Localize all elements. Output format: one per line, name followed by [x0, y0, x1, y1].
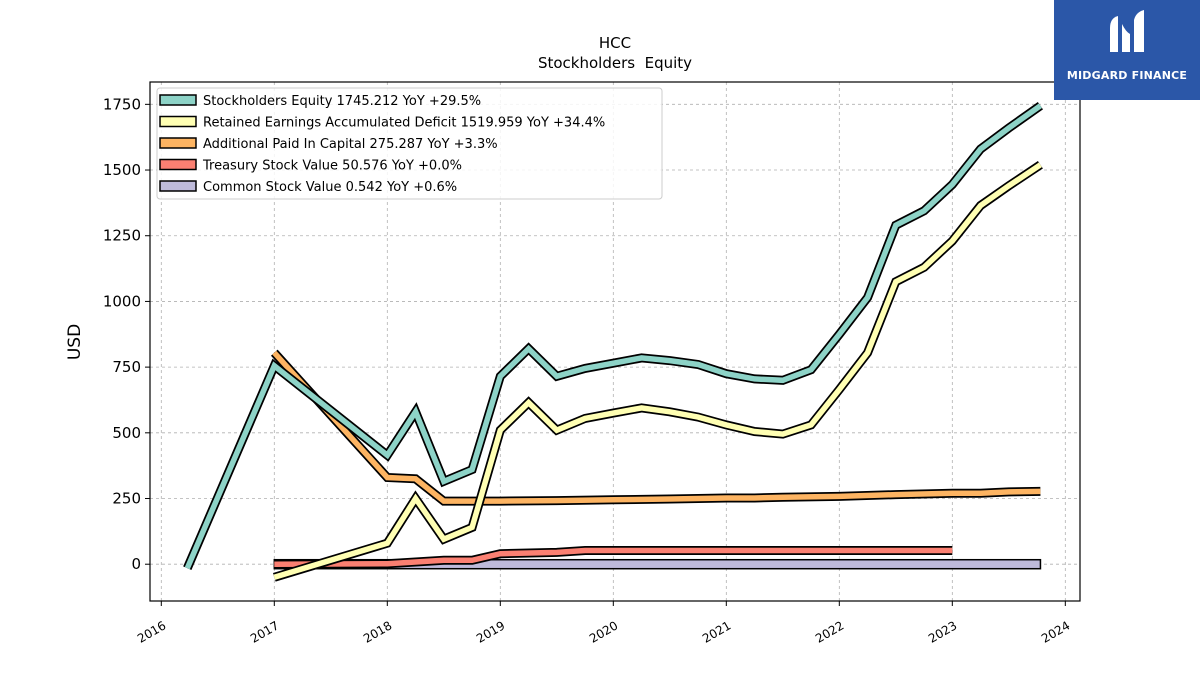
y-tick-label: 0 — [131, 555, 141, 573]
y-tick-label: 750 — [112, 358, 141, 376]
series-line — [274, 547, 953, 567]
chart-title: HCC — [599, 34, 631, 52]
series-outline — [272, 161, 1043, 582]
legend-swatch — [159, 158, 197, 171]
chart-subtitle: Stockholders Equity — [538, 54, 692, 72]
x-tick-label: 2017 — [248, 618, 281, 645]
x-tick-label: 2023 — [926, 618, 959, 645]
x-tick-label: 2018 — [361, 618, 394, 645]
y-tick-label: 500 — [112, 424, 141, 442]
y-tick-label: 1000 — [103, 292, 141, 310]
legend-box — [156, 87, 663, 200]
series-group — [183, 102, 1043, 582]
y-tick-label: 1750 — [103, 95, 141, 113]
y-tick-label: 1500 — [103, 161, 141, 179]
x-tick-label: 2019 — [474, 618, 507, 645]
plot-frame — [149, 81, 1081, 602]
brand-logo: MIDGARD FINANCE — [1054, 0, 1200, 100]
y-axis-label: USD — [65, 324, 85, 360]
x-tick-label: 2021 — [700, 618, 733, 645]
legend-label: Stockholders Equity 1745.212 YoY +29.5% — [203, 94, 481, 109]
series-line — [184, 103, 1042, 570]
series-line — [272, 350, 1041, 504]
x-tick-label: 2020 — [587, 618, 620, 645]
legend-swatch — [159, 180, 197, 192]
legend-label: Treasury Stock Value 50.576 YoY +0.0% — [202, 159, 462, 174]
series-line — [273, 162, 1042, 580]
legend: Stockholders Equity 1745.212 YoY +29.5% R… — [156, 87, 663, 200]
legend-swatch — [159, 115, 197, 128]
legend-label: Retained Earnings Accumulated Deficit 15… — [203, 116, 605, 131]
legend-swatch — [159, 137, 197, 149]
x-tick-label: 2022 — [813, 618, 846, 645]
y-tick-label: 1250 — [103, 227, 141, 245]
brand-name: MIDGARD FINANCE — [1066, 69, 1188, 82]
midgard-logo-icon — [1110, 10, 1144, 52]
legend-swatch — [159, 94, 197, 106]
legend-label: Common Stock Value 0.542 YoY +0.6% — [203, 180, 457, 195]
legend-label: Additional Paid In Capital 275.287 YoY +… — [203, 137, 498, 152]
y-tick-label: 250 — [112, 490, 141, 508]
x-tick-label: 2024 — [1039, 618, 1072, 645]
x-tick-label: 2016 — [135, 618, 168, 645]
